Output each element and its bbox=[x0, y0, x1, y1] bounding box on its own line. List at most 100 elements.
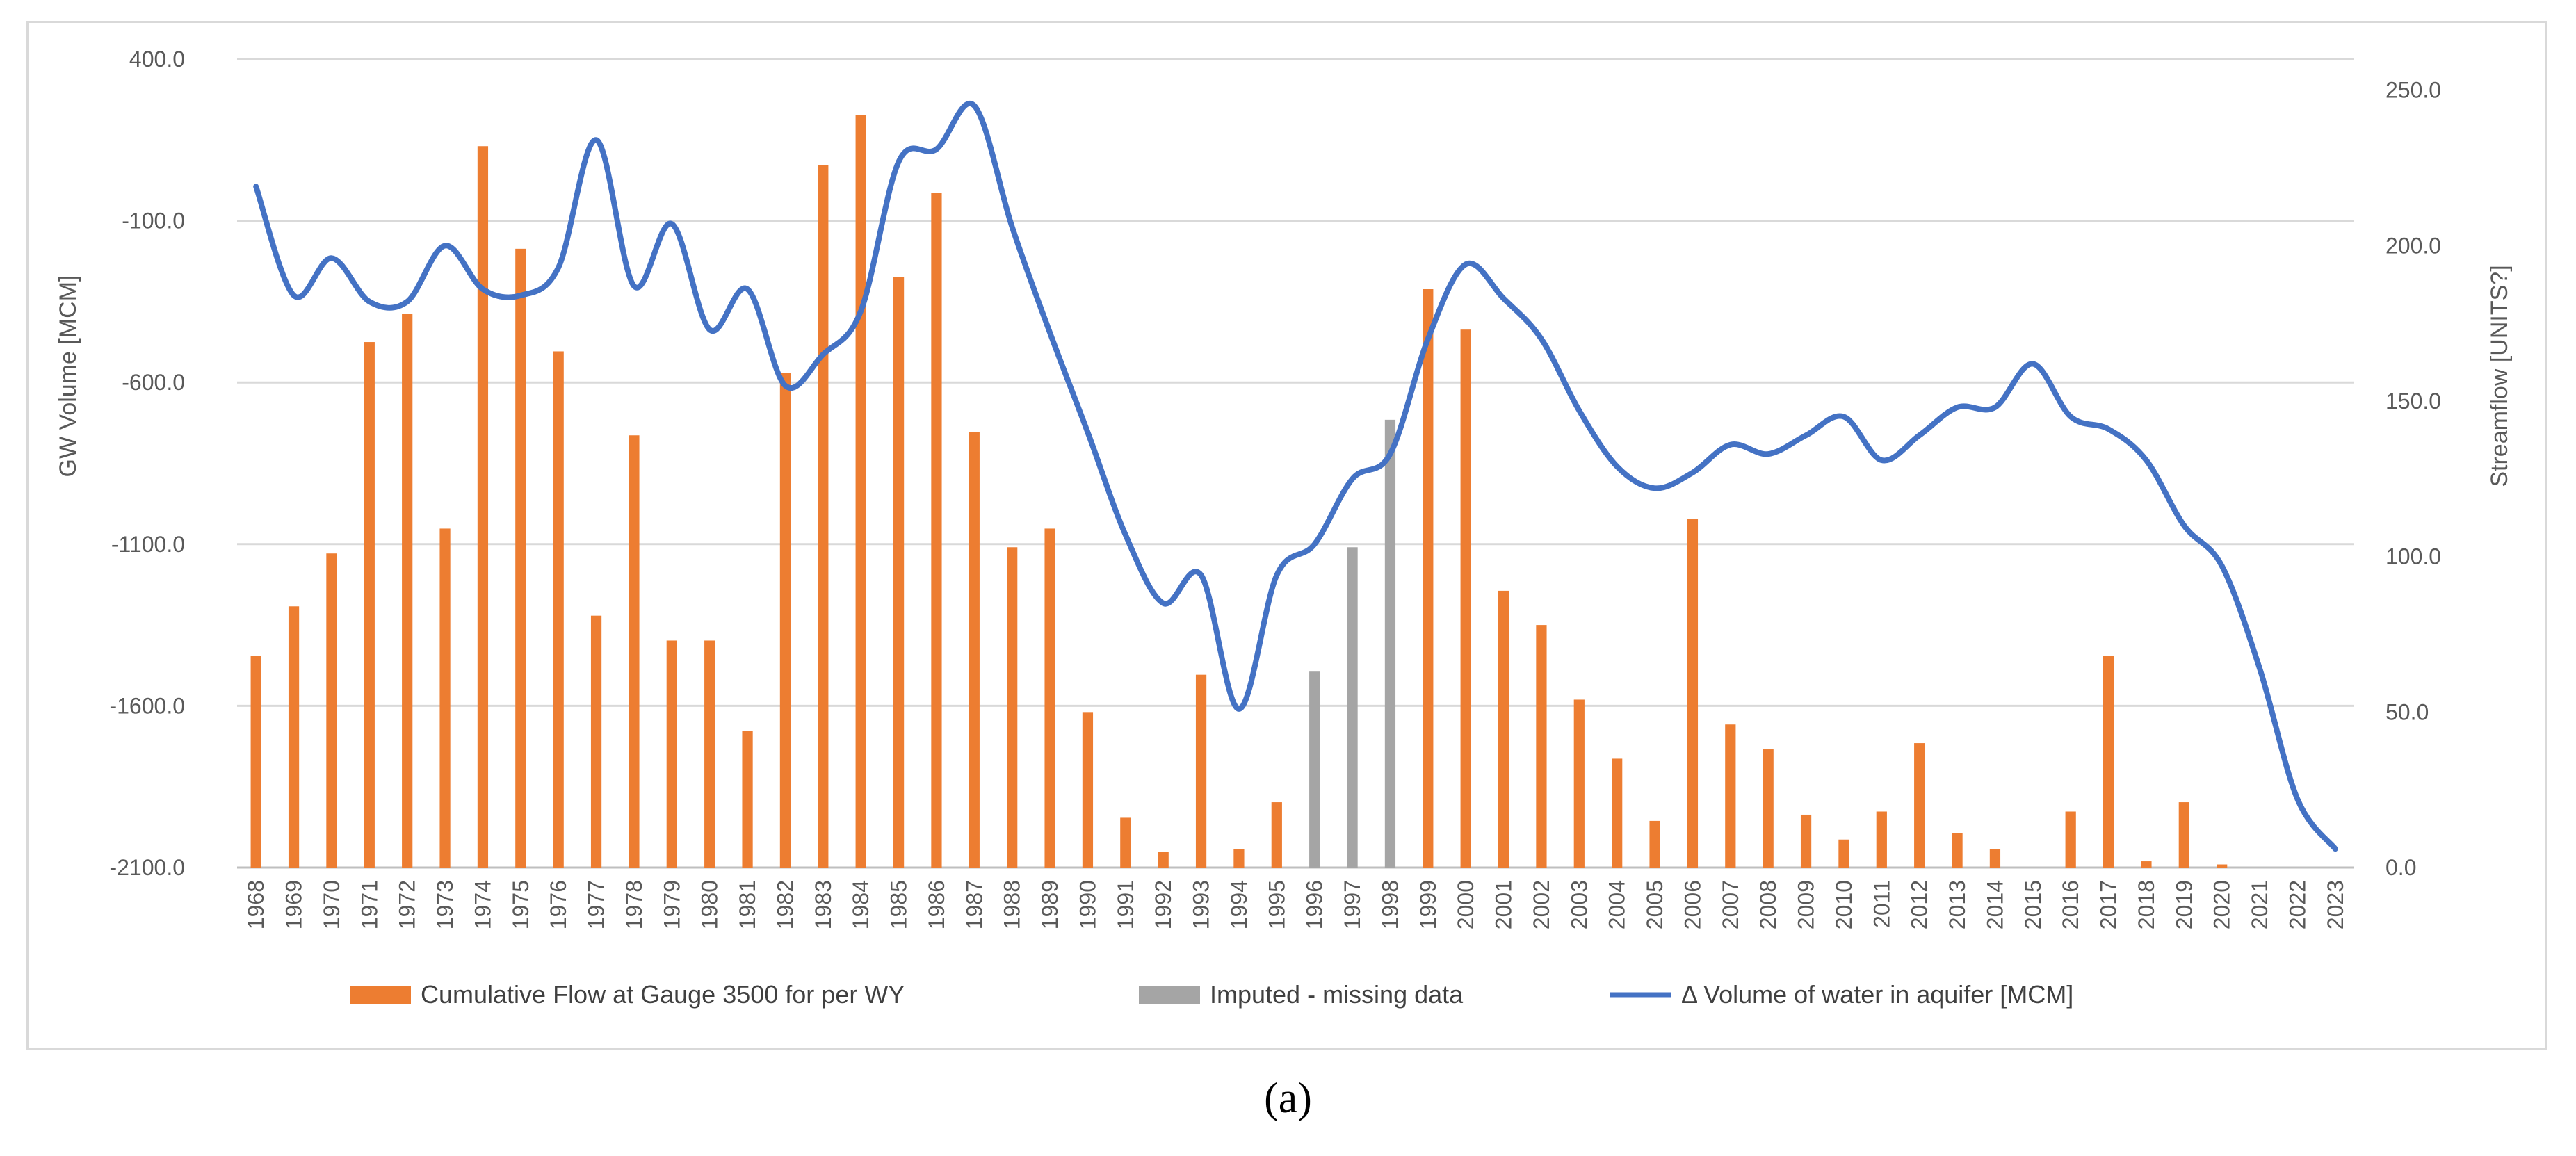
left-axis-ticks: 400.0 -100.0 -600.0 -1100.0 -1600.0 -2100.0 bbox=[109, 47, 185, 880]
flow-bar bbox=[1649, 820, 1660, 868]
flow-bar bbox=[439, 528, 451, 868]
right-axis-tick-label: 100.0 bbox=[2385, 544, 2441, 569]
x-axis-category-label: 1996 bbox=[1302, 880, 1327, 929]
x-axis-category-label: 1973 bbox=[432, 880, 457, 929]
flow-bar bbox=[477, 146, 489, 868]
flow-bar bbox=[402, 314, 413, 868]
flow-bar bbox=[250, 656, 261, 868]
flow-bar bbox=[1120, 817, 1131, 868]
flow-bar bbox=[1687, 519, 1699, 868]
x-axis-category-label: 1975 bbox=[508, 880, 533, 929]
left-axis-tick-label: 400.0 bbox=[129, 47, 185, 72]
x-axis-category-label: 2012 bbox=[1907, 880, 1932, 929]
x-axis-categories: 1968 1969 1970 1971 1972 1973 1974 1975 1976 1977… bbox=[243, 880, 2348, 929]
imputed-bar bbox=[1384, 419, 1396, 868]
flow-bar bbox=[1914, 743, 1925, 868]
x-axis-category-label: 2017 bbox=[2096, 880, 2121, 929]
x-axis-category-label: 1970 bbox=[319, 880, 344, 929]
flow-bar bbox=[2217, 864, 2228, 868]
flow-bar bbox=[1612, 758, 1623, 868]
bars bbox=[250, 115, 2228, 868]
x-axis-category-label: 1971 bbox=[357, 880, 382, 929]
gridlines bbox=[237, 58, 2354, 869]
flow-bar bbox=[2103, 656, 2114, 868]
x-axis-category-label: 1979 bbox=[659, 880, 684, 929]
flow-bar bbox=[553, 351, 564, 868]
x-axis-category-label: 2003 bbox=[1566, 880, 1591, 929]
x-axis-category-label: 2007 bbox=[1718, 880, 1743, 929]
flow-bar bbox=[629, 435, 640, 868]
x-axis-category-label: 2011 bbox=[1869, 880, 1894, 928]
x-axis-category-label: 1972 bbox=[395, 880, 420, 929]
flow-bar bbox=[1158, 852, 1169, 868]
legend-label-imputed: Imputed - missing data bbox=[1210, 980, 1464, 1009]
x-axis-category-label: 1988 bbox=[1000, 880, 1025, 929]
x-axis-category-label: 1998 bbox=[1377, 880, 1402, 929]
left-axis-tick-label: -1100.0 bbox=[111, 532, 185, 557]
right-axis-tick-label: 200.0 bbox=[2385, 233, 2441, 258]
x-axis-category-label: 1992 bbox=[1151, 880, 1176, 929]
right-axis-ticks: 250.0 200.0 150.0 100.0 50.0 0.0 bbox=[2385, 78, 2441, 880]
flow-bar bbox=[1876, 811, 1887, 868]
aquifer-volume-line-group bbox=[253, 101, 2338, 852]
flow-bar bbox=[326, 553, 337, 868]
x-axis-category-label: 2016 bbox=[2058, 880, 2083, 929]
flow-bar bbox=[1082, 712, 1094, 868]
x-axis-category-label: 1969 bbox=[282, 880, 307, 929]
x-axis-category-label: 2014 bbox=[1982, 880, 2007, 929]
x-axis-category-label: 1981 bbox=[735, 880, 760, 929]
flow-bar bbox=[1838, 839, 1849, 868]
legend-label-aquifer-volume: Δ Volume of water in aquifer [MCM] bbox=[1681, 980, 2073, 1009]
x-axis-category-label: 2004 bbox=[1605, 880, 1630, 929]
legend-swatch-cumulative-flow bbox=[350, 986, 411, 1004]
x-axis-category-label: 1999 bbox=[1416, 880, 1441, 929]
flow-bar bbox=[515, 248, 526, 868]
flow-bar bbox=[818, 165, 829, 868]
flow-bar bbox=[1573, 699, 1585, 868]
flow-bar bbox=[1271, 802, 1282, 868]
right-axis-title: Streamflow [UNITS?] bbox=[2486, 265, 2513, 487]
imputed-bar bbox=[1309, 671, 1320, 868]
x-axis-category-label: 2018 bbox=[2134, 880, 2159, 929]
x-axis-category-label: 2019 bbox=[2171, 880, 2196, 929]
flow-bar bbox=[931, 193, 942, 868]
x-axis-category-label: 2021 bbox=[2247, 880, 2272, 929]
x-axis-category-label: 1989 bbox=[1037, 880, 1062, 929]
x-axis-category-label: 1994 bbox=[1226, 880, 1251, 929]
flow-bar bbox=[288, 606, 300, 868]
right-axis-tick-label: 0.0 bbox=[2385, 855, 2416, 880]
flow-bar bbox=[1044, 528, 1055, 868]
x-axis-category-label: 2020 bbox=[2210, 880, 2235, 929]
right-axis-tick-label: 50.0 bbox=[2385, 699, 2429, 724]
flow-bar bbox=[1195, 674, 1207, 868]
flow-bar bbox=[590, 615, 602, 868]
x-axis-category-label: 2005 bbox=[1642, 880, 1667, 929]
x-axis-category-label: 1993 bbox=[1189, 880, 1214, 929]
flow-bar bbox=[2178, 802, 2189, 868]
figure-caption: (a) bbox=[1264, 1075, 1312, 1122]
x-axis-category-label: 2022 bbox=[2285, 880, 2310, 929]
flow-bar bbox=[1498, 590, 1509, 868]
x-axis-category-label: 1978 bbox=[622, 880, 647, 929]
flow-bar bbox=[969, 432, 980, 868]
flow-bar bbox=[1233, 849, 1245, 868]
imputed-bar bbox=[1347, 547, 1358, 868]
flow-bar bbox=[1460, 329, 1471, 868]
flow-bar bbox=[1763, 749, 1774, 868]
left-axis-tick-label: -100.0 bbox=[122, 209, 185, 234]
right-axis-tick-label: 150.0 bbox=[2385, 389, 2441, 414]
flow-bar bbox=[1989, 849, 2001, 868]
x-axis-category-label: 1991 bbox=[1113, 880, 1138, 929]
x-axis-category-label: 1985 bbox=[886, 880, 912, 929]
flow-bar bbox=[704, 640, 715, 868]
flow-bar bbox=[779, 373, 791, 868]
x-axis-category-label: 2006 bbox=[1680, 880, 1705, 929]
x-axis-category-label: 1968 bbox=[243, 880, 268, 929]
left-axis-title: GW Volume [MCM] bbox=[55, 275, 81, 478]
flow-bar bbox=[1536, 625, 1547, 868]
x-axis-category-label: 1983 bbox=[811, 880, 836, 929]
flow-bar bbox=[364, 342, 375, 868]
x-axis-category-label: 2002 bbox=[1529, 880, 1554, 929]
flow-bar bbox=[1423, 289, 1434, 868]
x-axis-category-label: 2013 bbox=[1945, 880, 1970, 929]
